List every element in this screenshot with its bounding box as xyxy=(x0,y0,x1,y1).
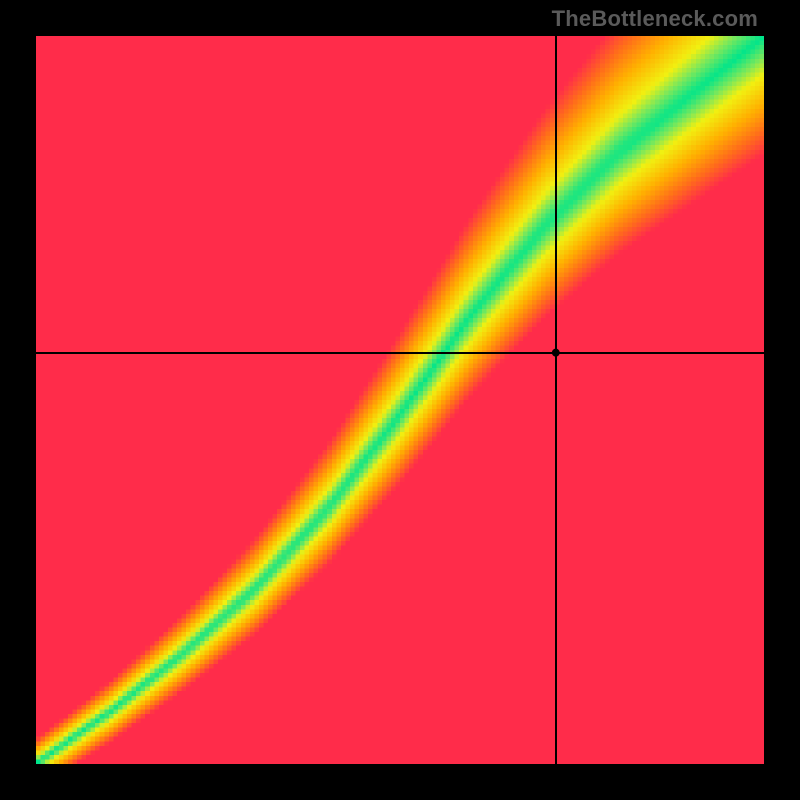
chart-container: TheBottleneck.com xyxy=(0,0,800,800)
watermark-text: TheBottleneck.com xyxy=(552,6,758,32)
bottleneck-heatmap xyxy=(36,36,764,764)
crosshair-horizontal-line xyxy=(36,352,764,354)
crosshair-vertical-line xyxy=(555,36,557,764)
